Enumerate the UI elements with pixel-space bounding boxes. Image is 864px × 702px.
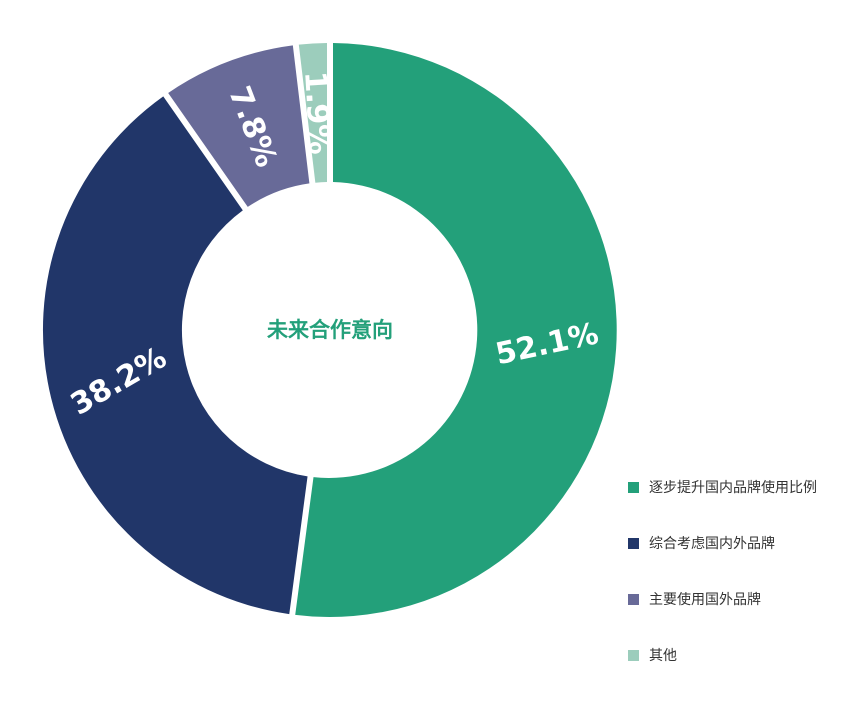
slice-label-4: 1.9% [297,70,337,155]
slices [42,43,617,617]
slice-1 [295,43,617,617]
legend-swatch-1 [628,481,639,493]
legend-item-4: 其他 [628,644,862,666]
chart-title: 未来合作意向 [267,318,393,342]
slice-3 [168,45,310,207]
legend-swatch-4 [628,649,639,661]
legend-label-1: 逐步提升国内品牌使用比例 [649,480,817,496]
legend-item-3: 主要使用国外品牌 [628,588,862,610]
slice-2 [42,96,308,615]
legend: 逐步提升国内品牌使用比例 综合考虑国内外品牌 主要使用国外品牌 其他 [628,476,862,700]
legend-label-4: 其他 [649,648,677,664]
legend-item-2: 综合考虑国内外品牌 [628,532,862,554]
legend-item-1: 逐步提升国内品牌使用比例 [628,476,862,498]
slice-4 [298,43,327,183]
legend-label-2: 综合考虑国内外品牌 [649,536,775,552]
legend-swatch-3 [628,593,639,605]
legend-swatch-2 [628,537,639,549]
legend-label-3: 主要使用国外品牌 [649,592,761,608]
